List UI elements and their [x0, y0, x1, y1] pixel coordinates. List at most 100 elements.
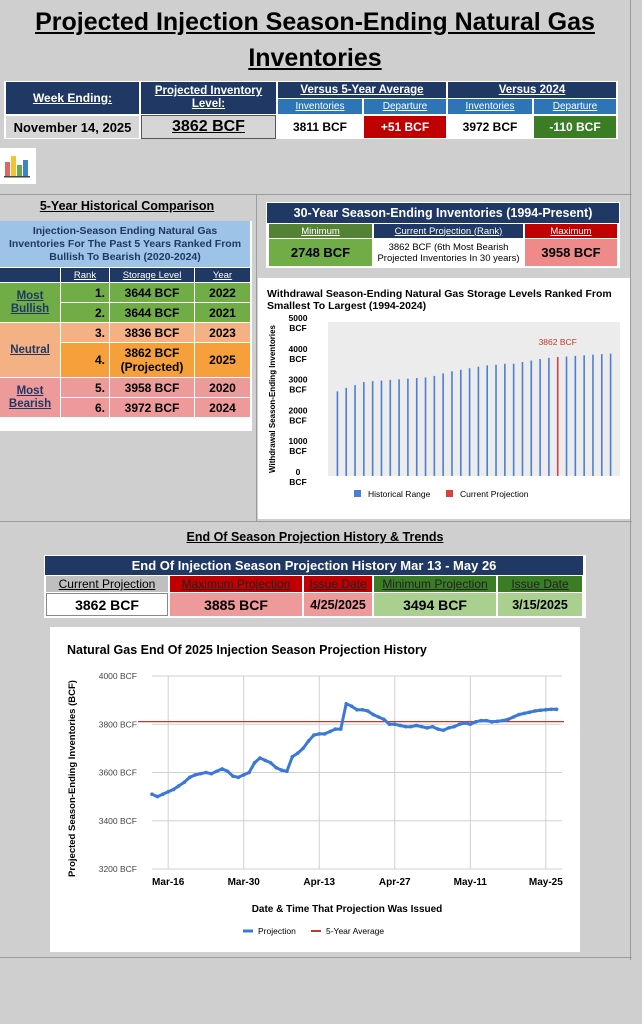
line-y-tick: 3400 BCF: [99, 816, 137, 826]
projection-point: [549, 707, 554, 712]
history-table: End Of Injection Season Projection Histo…: [44, 555, 586, 618]
projection-point: [495, 719, 500, 724]
projection-point: [463, 721, 467, 725]
projection-series-line: [151, 702, 557, 799]
min-label: Minimum: [269, 224, 372, 238]
bar-y-tick: 3000: [289, 375, 308, 385]
line-x-label: Date & Time That Projection Was Issued: [252, 904, 443, 915]
projection-point: [187, 775, 192, 780]
bar-y-tick: 4000: [289, 344, 308, 354]
line-y-tick: 3800 BCF: [99, 719, 137, 729]
line-y-label: Projected Season-Ending Inventories (BCF…: [67, 680, 78, 877]
row-4-rank: 4.: [61, 343, 109, 377]
projection-point: [527, 710, 532, 714]
hist-max-date-label: Issue Date: [304, 576, 372, 592]
hist-min-label: Minimum Projection: [374, 576, 496, 592]
hist-current-value: 3862 BCF: [46, 593, 168, 616]
week-ending-value: November 14, 2025: [6, 116, 139, 138]
vs2024-inventories-value: 3972 BCF: [448, 116, 532, 138]
projection-point: [241, 773, 246, 777]
projection-point: [403, 724, 408, 729]
row-4-year: 2025: [195, 343, 250, 377]
projection-point: [446, 726, 451, 730]
row-2-rank: 2.: [61, 303, 109, 322]
row-6-year: 2024: [195, 398, 250, 417]
projection-point: [349, 704, 354, 708]
projection-point: [436, 727, 440, 731]
row-1-year: 2022: [195, 283, 250, 302]
row-3-storage: 3836 BCF: [110, 323, 194, 342]
vs2024-departure-label: Departure: [534, 99, 616, 114]
legend-hist-swatch: [354, 490, 361, 497]
projection-point: [177, 783, 181, 788]
row-5-rank: 5.: [61, 378, 109, 397]
row-4-storage: 3862 BCF (Projected): [110, 343, 194, 377]
line-y-tick: 3600 BCF: [99, 768, 137, 778]
vs5-inventories-value: 3811 BCF: [278, 116, 362, 138]
projection-point: [306, 739, 311, 743]
projection-point: [387, 722, 392, 727]
projection-point: [317, 732, 322, 736]
bar-y-tick: 1000: [289, 436, 308, 446]
projection-point: [392, 722, 397, 727]
min-value: 2748 BCF: [269, 239, 372, 266]
projection-point: [214, 769, 219, 774]
projection-point: [409, 724, 413, 729]
projected-label: Projected Inventory Level:: [141, 82, 276, 114]
projection-point: [204, 770, 208, 775]
projected-value: 3862 BCF: [141, 115, 276, 139]
historical-table: Injection-Season Ending Natural Gas Inve…: [0, 221, 252, 431]
projection-point: [365, 709, 370, 713]
history-table-title: End Of Injection Season Projection Histo…: [45, 556, 583, 575]
projection-point: [506, 717, 510, 722]
bar-plot-area: [328, 322, 620, 476]
bar-y-tick-unit: BCF: [289, 415, 306, 425]
legend-avg-label: 5-Year Average: [326, 926, 384, 936]
current-value: 3862 BCF (6th Most Bearish Projected Inv…: [374, 239, 523, 266]
projection-point: [355, 707, 359, 712]
vs2024-departure-value: -110 BCF: [534, 116, 616, 138]
hist-min-date-label: Issue Date: [498, 576, 582, 592]
line-x-tick: May-25: [529, 877, 563, 888]
bar-y-tick-unit: BCF: [289, 323, 306, 333]
row-6-rank: 6.: [61, 398, 109, 417]
row-6-storage: 3972 BCF: [110, 398, 194, 417]
bar-y-tick: 2000: [289, 405, 308, 415]
row-3-year: 2023: [195, 323, 250, 342]
projection-point: [193, 773, 197, 777]
projection-point: [538, 708, 543, 713]
line-x-tick: Mar-16: [152, 877, 185, 888]
hdr-blank: [0, 268, 60, 282]
chart-icon[interactable]: [0, 148, 36, 184]
historical-heading: 5-Year Historical Comparison: [39, 199, 215, 213]
hist-min-value: 3494 BCF: [374, 593, 496, 616]
projection-point: [295, 751, 300, 755]
vs5-departure-value: +51 BCF: [364, 116, 446, 138]
projection-point: [344, 701, 349, 706]
projection-point: [522, 711, 527, 716]
row-5-storage: 3958 BCF: [110, 378, 194, 397]
projection-point: [484, 718, 489, 723]
hist-current-label: Current Projection: [46, 576, 168, 592]
projection-point: [457, 722, 462, 727]
projection-annotation: 3862 BCF: [539, 337, 577, 347]
projection-point: [182, 780, 187, 784]
vs5-departure-label: Departure: [364, 99, 446, 114]
projection-point: [198, 771, 203, 776]
col-storage: Storage Level: [110, 268, 194, 282]
hist-max-date: 4/25/2025: [304, 593, 372, 616]
projection-point: [279, 768, 284, 772]
projection-point: [171, 787, 176, 792]
projection-point: [285, 769, 289, 774]
projection-point: [328, 729, 332, 734]
line-x-tick: May-11: [454, 877, 488, 888]
hist-min-date: 3/15/2025: [498, 593, 582, 616]
historical-subtitle: Injection-Season Ending Natural Gas Inve…: [0, 221, 250, 267]
line-y-tick: 4000 BCF: [99, 671, 137, 681]
projection-point: [263, 758, 268, 763]
line-chart-svg: 4000 BCF 3800 BCF 3600 BCF 3400 BCF 3200 BCF…: [67, 671, 564, 936]
bar-y-tick-unit: BCF: [289, 446, 306, 456]
bar-y-label: Withdrawal Season-Ending Inventories: [268, 324, 277, 473]
projection-point: [419, 724, 424, 729]
col-year: Year: [195, 268, 250, 282]
